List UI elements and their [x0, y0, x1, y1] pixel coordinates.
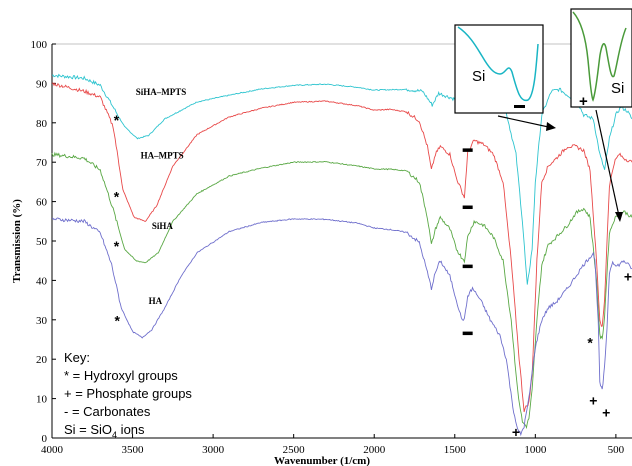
- y-tick-label: 40: [36, 275, 48, 287]
- curve-label-3: HA: [149, 296, 163, 306]
- spectra: [51, 73, 632, 437]
- y-tick-label: 70: [36, 157, 48, 169]
- series-line-2: [51, 151, 632, 430]
- curve-label-1: HA–MPTS: [141, 150, 184, 160]
- phosphate-mark: +: [624, 268, 632, 284]
- y-tick-label: 30: [36, 315, 48, 327]
- curve-label-2: SiHA: [152, 221, 174, 231]
- inset-carbonate-bar: [514, 105, 525, 108]
- inset-arrow-right-head: [615, 212, 623, 222]
- carbonate-mark: [462, 264, 473, 269]
- hydroxyl-mark: *: [114, 112, 120, 128]
- x-ticks: 4000 3500 3000 2500 2000 1500 1000 500: [41, 434, 625, 456]
- curve-label-0: SiHA–MPTS: [136, 87, 187, 97]
- y-tick-label: 100: [31, 39, 48, 51]
- x-tick-label: 1500: [444, 444, 467, 456]
- y-ticks: 0 10 20 30 40 50 60 70 80 90 100: [31, 39, 56, 445]
- legend-key: Key: * = Hydroxyl groups + = Phosphate g…: [64, 350, 192, 440]
- inset-curve-green: [572, 11, 627, 102]
- inset-silicate-siha-mpts: Si: [454, 24, 544, 114]
- y-tick-label: 80: [36, 118, 48, 130]
- key-silicate: Si = SiO4 ions: [64, 422, 145, 440]
- key-hydroxyl: * = Hydroxyl groups: [64, 368, 178, 383]
- inset-curve-cyan: [457, 26, 539, 102]
- inset-arrow-left: [497, 115, 554, 129]
- key-phosphate: + = Phosphate groups: [64, 386, 192, 401]
- inset-phosphate-mark: +: [579, 93, 588, 110]
- phosphate-mark: +: [512, 424, 520, 440]
- y-tick-label: 60: [36, 197, 48, 209]
- key-silicate-suffix: ions: [117, 422, 145, 437]
- carbonate-mark: [462, 148, 473, 152]
- curve-labels: SiHA–MPTS HA–MPTS SiHA HA: [136, 87, 187, 306]
- hydroxyl-mark: *: [587, 334, 593, 350]
- inset-si-label-2: Si: [611, 80, 624, 97]
- x-tick-label: 3500: [122, 444, 145, 456]
- x-tick-label: 3000: [202, 444, 225, 456]
- key-title: Key:: [64, 350, 90, 365]
- series-line-3: [51, 217, 632, 437]
- y-tick-label: 50: [36, 236, 48, 248]
- hydroxyl-mark: *: [114, 238, 120, 254]
- x-tick-label: 4000: [41, 444, 64, 456]
- hydroxyl-mark: *: [115, 313, 121, 329]
- inset-arrows: [497, 109, 623, 222]
- y-tick-label: 90: [36, 78, 48, 90]
- inset-arrow-left-head: [546, 122, 556, 131]
- inset-arrow-right: [595, 109, 620, 217]
- phosphate-mark: +: [589, 393, 597, 409]
- x-axis-label: Wavenumber (1/cm): [274, 455, 370, 466]
- x-tick-label: 1000: [524, 444, 547, 456]
- phosphate-mark: +: [602, 404, 610, 420]
- y-tick-label: 20: [36, 354, 48, 366]
- hydroxyl-mark: *: [114, 189, 120, 205]
- x-tick-label: 2500: [283, 444, 306, 456]
- x-tick-label: 2000: [363, 444, 386, 456]
- series-line-0: [51, 73, 632, 285]
- inset-si-label-1: Si: [472, 68, 485, 85]
- carbonate-mark: [462, 205, 473, 210]
- key-silicate-subscript: 4: [112, 430, 117, 440]
- series-line-1: [51, 82, 632, 413]
- carbonate-mark: [462, 331, 473, 336]
- key-carbonate: - = Carbonates: [64, 404, 151, 419]
- x-tick-label: 500: [608, 444, 625, 456]
- y-tick-label: 10: [36, 394, 48, 406]
- y-tick-label: 0: [42, 433, 48, 445]
- annotation-marks: * * * * * + + + +: [114, 112, 632, 440]
- inset-silicate-siha: Si +: [570, 8, 632, 110]
- y-axis-label: Transmission (%): [11, 199, 23, 283]
